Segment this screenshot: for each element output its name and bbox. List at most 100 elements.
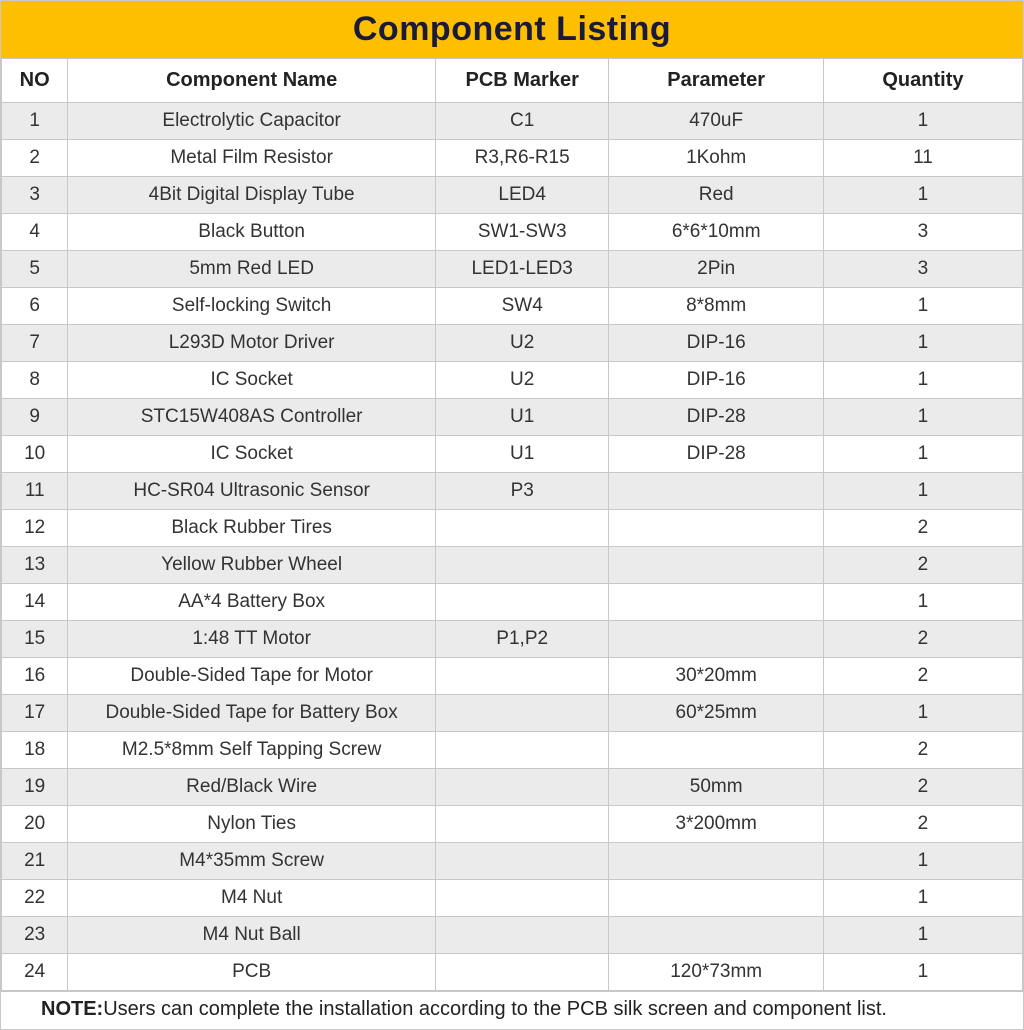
cell-qty: 2 — [823, 732, 1022, 769]
page-title: Component Listing — [1, 1, 1023, 58]
table-row: 14AA*4 Battery Box1 — [2, 584, 1023, 621]
cell-name: IC Socket — [68, 362, 436, 399]
cell-qty: 1 — [823, 695, 1022, 732]
cell-param: DIP-28 — [609, 436, 823, 473]
table-row: 10IC SocketU1DIP-281 — [2, 436, 1023, 473]
cell-pcb: R3,R6-R15 — [435, 140, 609, 177]
note-label: NOTE: — [41, 998, 103, 1020]
cell-pcb: SW4 — [435, 288, 609, 325]
cell-pcb: P3 — [435, 473, 609, 510]
cell-param: 120*73mm — [609, 954, 823, 991]
cell-param: 3*200mm — [609, 806, 823, 843]
cell-no: 10 — [2, 436, 68, 473]
cell-name: AA*4 Battery Box — [68, 584, 436, 621]
cell-param — [609, 584, 823, 621]
cell-pcb: P1,P2 — [435, 621, 609, 658]
cell-no: 18 — [2, 732, 68, 769]
component-listing-container: Component Listing NO Component Name PCB … — [0, 0, 1024, 1030]
cell-pcb — [435, 917, 609, 954]
cell-param: 6*6*10mm — [609, 214, 823, 251]
cell-name: 1:48 TT Motor — [68, 621, 436, 658]
table-row: 2Metal Film ResistorR3,R6-R151Kohm11 — [2, 140, 1023, 177]
cell-name: PCB — [68, 954, 436, 991]
cell-qty: 1 — [823, 177, 1022, 214]
cell-no: 20 — [2, 806, 68, 843]
cell-no: 6 — [2, 288, 68, 325]
table-row: 55mm Red LEDLED1-LED32Pin3 — [2, 251, 1023, 288]
table-row: 16Double-Sided Tape for Motor30*20mm2 — [2, 658, 1023, 695]
col-header-qty: Quantity — [823, 59, 1022, 103]
cell-name: Black Rubber Tires — [68, 510, 436, 547]
cell-param — [609, 880, 823, 917]
cell-param — [609, 917, 823, 954]
cell-name: M2.5*8mm Self Tapping Screw — [68, 732, 436, 769]
col-header-no: NO — [2, 59, 68, 103]
table-row: 20Nylon Ties3*200mm2 — [2, 806, 1023, 843]
cell-no: 19 — [2, 769, 68, 806]
table-body: 1Electrolytic CapacitorC1470uF12Metal Fi… — [2, 103, 1023, 991]
cell-qty: 2 — [823, 621, 1022, 658]
cell-no: 5 — [2, 251, 68, 288]
cell-param — [609, 732, 823, 769]
cell-qty: 11 — [823, 140, 1022, 177]
table-header-row: NO Component Name PCB Marker Parameter Q… — [2, 59, 1023, 103]
cell-name: Self-locking Switch — [68, 288, 436, 325]
cell-qty: 2 — [823, 769, 1022, 806]
cell-pcb — [435, 732, 609, 769]
cell-qty: 1 — [823, 103, 1022, 140]
cell-no: 8 — [2, 362, 68, 399]
cell-no: 15 — [2, 621, 68, 658]
cell-name: Metal Film Resistor — [68, 140, 436, 177]
col-header-pcb: PCB Marker — [435, 59, 609, 103]
cell-param: 8*8mm — [609, 288, 823, 325]
cell-pcb — [435, 954, 609, 991]
cell-pcb: LED1-LED3 — [435, 251, 609, 288]
col-header-param: Parameter — [609, 59, 823, 103]
cell-pcb — [435, 658, 609, 695]
cell-no: 22 — [2, 880, 68, 917]
cell-qty: 1 — [823, 880, 1022, 917]
cell-no: 4 — [2, 214, 68, 251]
table-row: 4Black ButtonSW1-SW36*6*10mm3 — [2, 214, 1023, 251]
cell-qty: 2 — [823, 658, 1022, 695]
cell-qty: 1 — [823, 584, 1022, 621]
cell-name: Red/Black Wire — [68, 769, 436, 806]
cell-param: 1Kohm — [609, 140, 823, 177]
cell-name: STC15W408AS Controller — [68, 399, 436, 436]
cell-name: Double-Sided Tape for Battery Box — [68, 695, 436, 732]
cell-pcb — [435, 547, 609, 584]
cell-qty: 1 — [823, 917, 1022, 954]
table-row: 34Bit Digital Display TubeLED4Red1 — [2, 177, 1023, 214]
cell-no: 7 — [2, 325, 68, 362]
cell-qty: 2 — [823, 547, 1022, 584]
cell-param: 470uF — [609, 103, 823, 140]
cell-name: M4 Nut Ball — [68, 917, 436, 954]
table-row: 24PCB 120*73mm1 — [2, 954, 1023, 991]
cell-param — [609, 621, 823, 658]
cell-param — [609, 510, 823, 547]
cell-no: 21 — [2, 843, 68, 880]
table-row: 17Double-Sided Tape for Battery Box60*25… — [2, 695, 1023, 732]
cell-name: 5mm Red LED — [68, 251, 436, 288]
cell-no: 24 — [2, 954, 68, 991]
table-row: 12Black Rubber Tires2 — [2, 510, 1023, 547]
cell-name: Double-Sided Tape for Motor — [68, 658, 436, 695]
cell-qty: 1 — [823, 954, 1022, 991]
cell-pcb — [435, 769, 609, 806]
cell-no: 1 — [2, 103, 68, 140]
table-row: 8IC SocketU2DIP-161 — [2, 362, 1023, 399]
cell-no: 2 — [2, 140, 68, 177]
cell-name: Electrolytic Capacitor — [68, 103, 436, 140]
cell-pcb: SW1-SW3 — [435, 214, 609, 251]
table-row: 21M4*35mm Screw1 — [2, 843, 1023, 880]
cell-qty: 2 — [823, 510, 1022, 547]
note: NOTE:Users can complete the installation… — [1, 991, 1023, 1029]
table-row: 151:48 TT MotorP1,P2 2 — [2, 621, 1023, 658]
cell-pcb — [435, 584, 609, 621]
col-header-name: Component Name — [68, 59, 436, 103]
cell-no: 9 — [2, 399, 68, 436]
cell-pcb: U2 — [435, 325, 609, 362]
cell-name: Black Button — [68, 214, 436, 251]
table-row: 22M4 Nut1 — [2, 880, 1023, 917]
cell-name: L293D Motor Driver — [68, 325, 436, 362]
